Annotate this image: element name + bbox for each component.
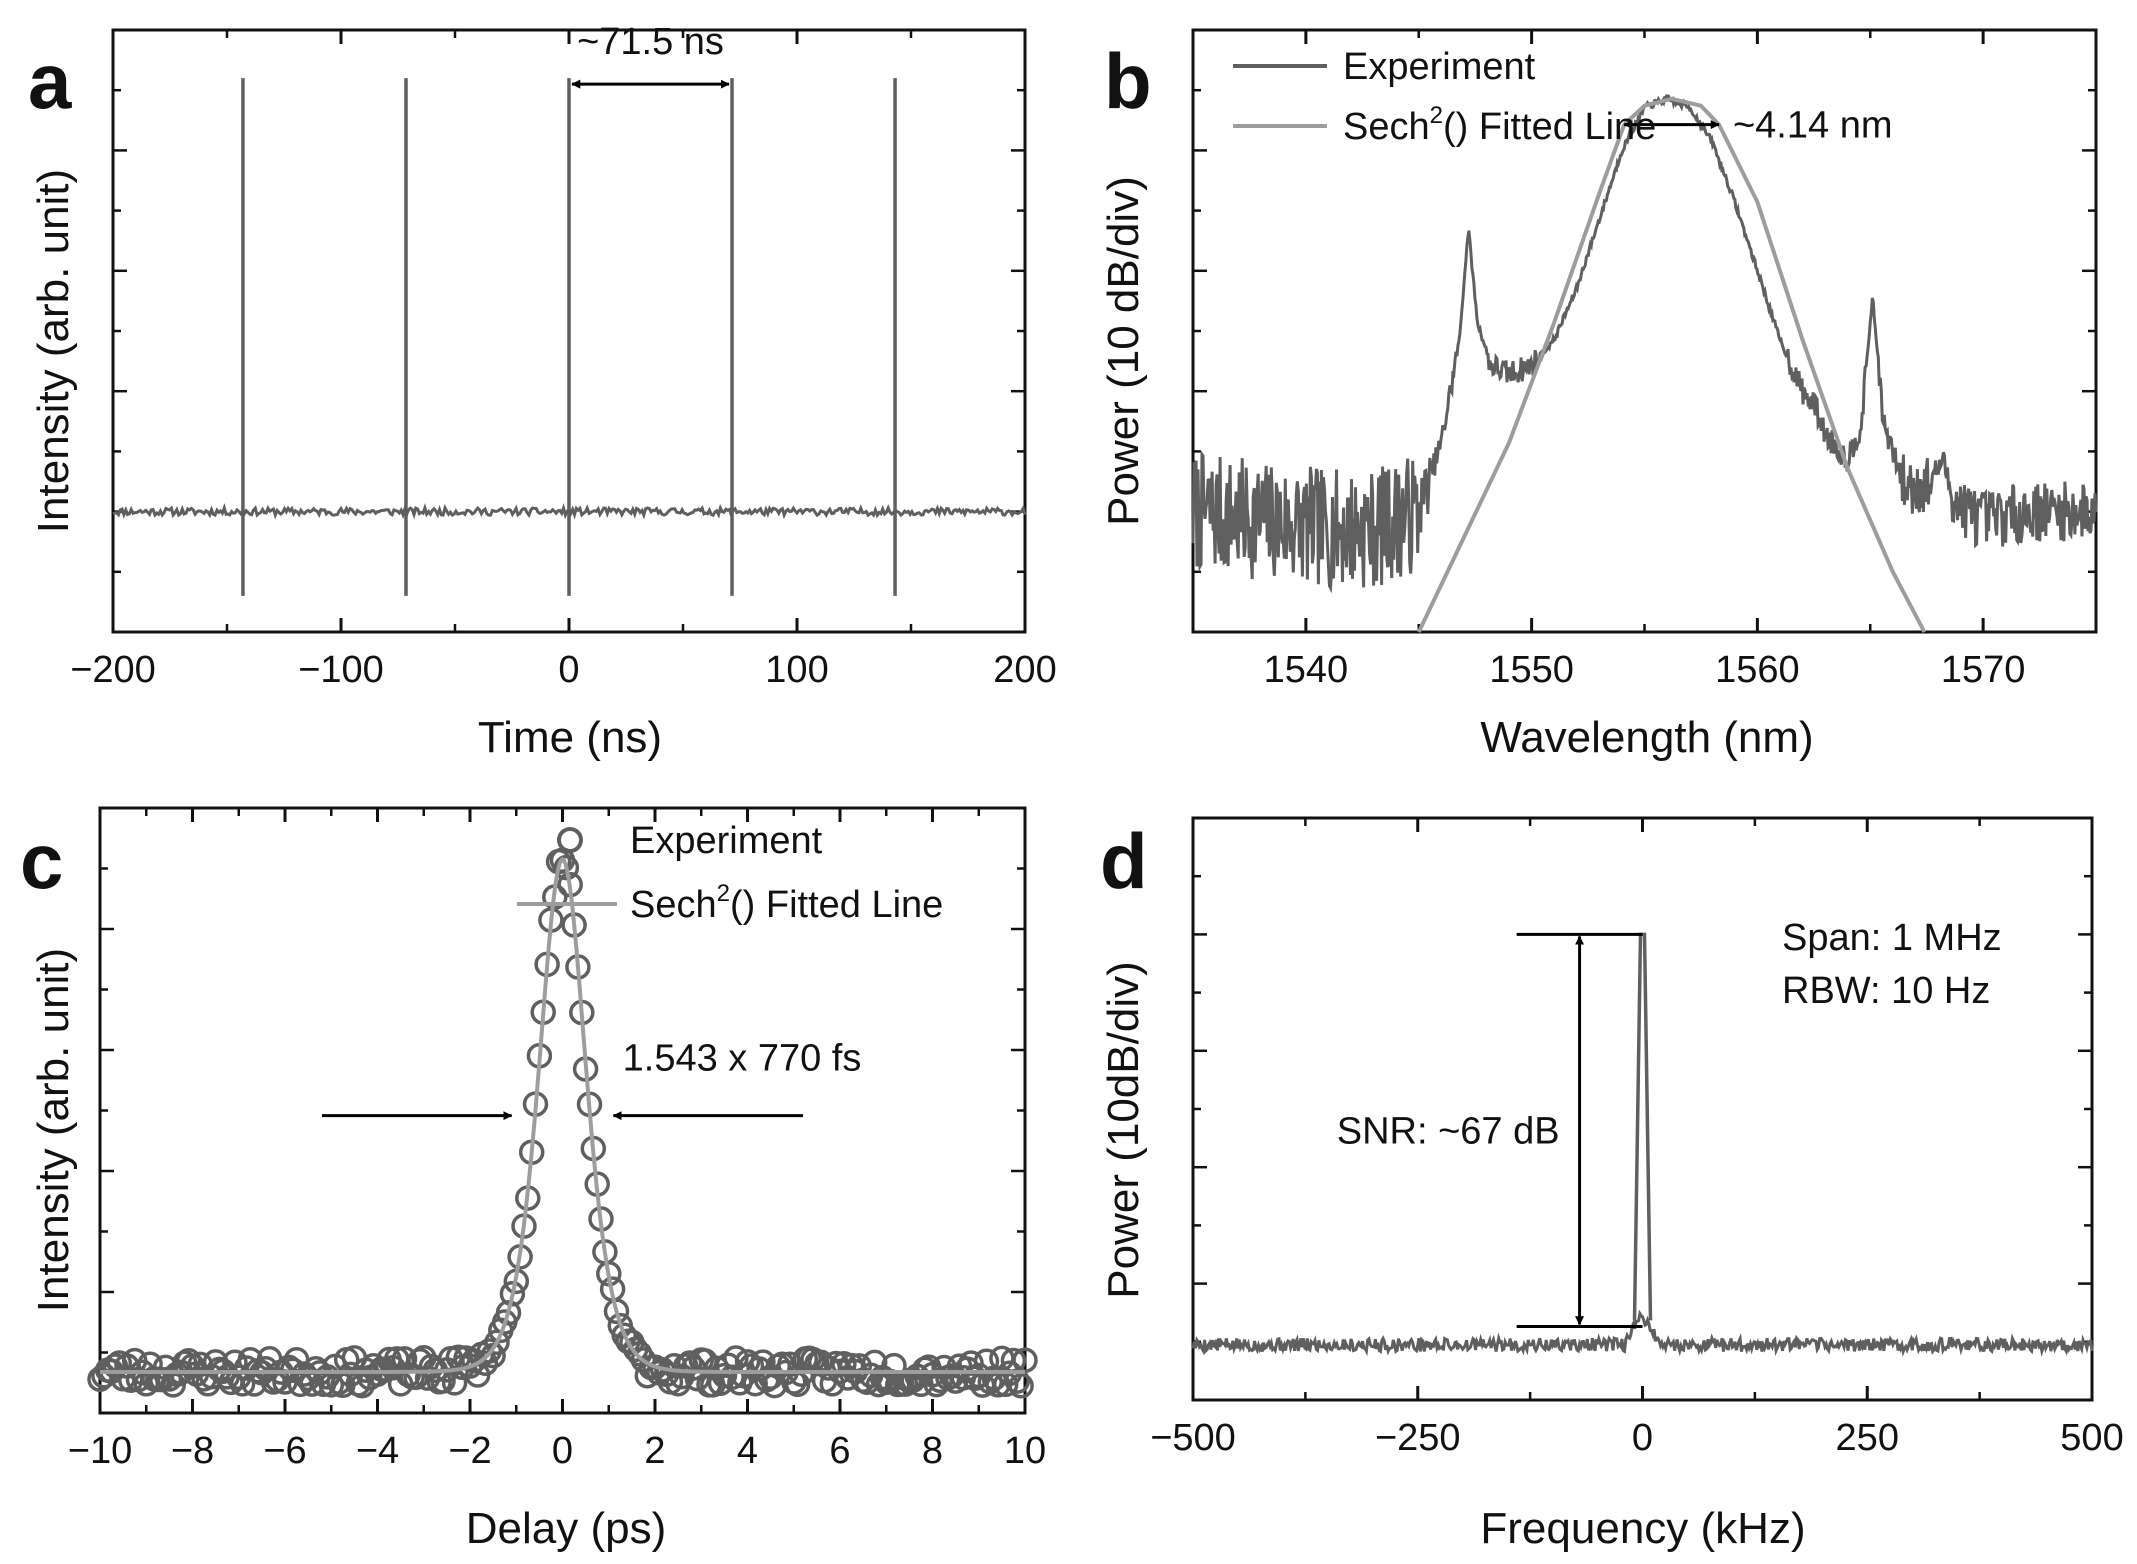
autocorrelation-point: [499, 1281, 526, 1307]
panel-d: d Power (10dB/div) Frequency (kHz) −500−…: [1099, 816, 2124, 1553]
panel-c-x-tick-label: −10: [68, 1430, 132, 1472]
panel-a-x-axis-title: Time (ns): [478, 713, 662, 762]
panel-a-x-tick-label: 0: [558, 649, 579, 691]
panel-letter-a: a: [28, 37, 72, 125]
autocorrelation-point: [495, 1300, 522, 1326]
autocorrelation-fit-line: [100, 856, 1025, 1374]
spectrum-experiment-line: [1191, 94, 2098, 594]
panel-d-plot-area: −500 −250 0 250 500: [1150, 816, 2124, 1459]
panel-c-x-tick-label: 2: [644, 1430, 665, 1472]
panel-b: b Power (10 dB/div) Wavelength (nm) 1540…: [1099, 28, 2098, 762]
panel-b-y-axis-title: Power (10 dB/div): [1099, 176, 1148, 526]
panel-b-legend-label-experiment: Experiment: [1343, 46, 1536, 88]
rbw-label: RBW: 10 Hz: [1782, 970, 1990, 1012]
panel-c-x-tick-label: −2: [448, 1430, 491, 1472]
panel-d-x-axis-title: Frequency (kHz): [1480, 1504, 1805, 1553]
panel-a: a Intensity (arb. unit) Time (ns) −200 −1…: [28, 21, 1057, 762]
panel-a-plot-area: −200 −100 0 100 200: [70, 28, 1057, 691]
spectral-width-label: ~4.14 nm: [1733, 105, 1893, 147]
panel-letter-b: b: [1104, 37, 1152, 125]
panel-c-x-tick-label: 8: [922, 1430, 943, 1472]
panel-b-x-tick-label: 1560: [1715, 649, 1800, 691]
autocorrelation-point: [480, 1342, 506, 1369]
autocorrelation-point: [958, 1350, 984, 1376]
panel-c-x-axis-title: Delay (ps): [466, 1504, 667, 1553]
spectrum-fit-line: [1416, 96, 1927, 633]
panel-c-legend-label-experiment: Experiment: [630, 820, 823, 862]
panel-d-x-tick-label: 250: [1836, 1417, 1899, 1459]
panel-b-legend: Experiment Sech2() Fitted Line: [1233, 46, 1656, 148]
panel-d-x-tick-label: −250: [1375, 1417, 1461, 1459]
panel-a-x-tick-label: 200: [993, 649, 1056, 691]
snr-label: SNR: ~67 dB: [1337, 1110, 1560, 1152]
panel-a-x-tick-label: −200: [70, 649, 156, 691]
panel-b-x-tick-label: 1570: [1941, 649, 2026, 691]
panel-b-x-tick-label: 1550: [1489, 649, 1574, 691]
rf-noise-floor-line: [1191, 1309, 2094, 1358]
autocorrelation-points: [87, 847, 1038, 1399]
panel-c-y-axis-title: Intensity (arb. unit): [29, 948, 78, 1312]
autocorrelation-point: [1008, 1373, 1034, 1399]
panel-d-x-tick-label: 500: [2060, 1417, 2123, 1459]
autocorrelation-point: [553, 854, 580, 881]
panel-letter-d: d: [1100, 817, 1148, 905]
panel-b-legend-label-fit: Sech2() Fitted Line: [1343, 102, 1656, 148]
panel-letter-c: c: [20, 817, 63, 905]
span-label: Span: 1 MHz: [1782, 917, 2002, 959]
panel-b-plot-area: 1540 1550 1560 1570: [1191, 28, 2098, 691]
panel-c-x-tick-label: 4: [737, 1430, 758, 1472]
autocorrelation-width-label: 1.543 x 770 fs: [623, 1038, 862, 1080]
autocorrelation-point: [676, 1350, 703, 1376]
panel-c-legend: Experiment Sech2() Fitted Line: [517, 820, 943, 926]
panel-c-x-tick-label: 6: [829, 1430, 850, 1472]
panel-c-legend-label-fit: Sech2() Fitted Line: [630, 880, 943, 926]
panel-b-x-tick-label: 1540: [1264, 649, 1349, 691]
panel-c-x-tick-label: 0: [552, 1430, 573, 1472]
panel-d-frame: [1191, 816, 2094, 1402]
panel-d-x-tick-label: 0: [1632, 1417, 1653, 1459]
autocorrelation-point: [603, 1298, 630, 1325]
panel-c-x-tick-label: −4: [356, 1430, 399, 1472]
rf-peak-line: [1632, 932, 1653, 1321]
panel-c-x-tick-label: −8: [171, 1430, 214, 1472]
panel-c-x-tick-label: 10: [1004, 1430, 1046, 1472]
autocorrelation-point: [962, 1365, 988, 1392]
panel-d-y-axis-title: Power (10dB/div): [1099, 961, 1148, 1298]
panel-c: c Intensity (arb. unit) Delay (ps) −10 −8…: [20, 806, 1046, 1553]
panel-c-legend-swatch-experiment: [557, 827, 583, 853]
panel-a-x-tick-label: −100: [298, 649, 384, 691]
panel-b-x-axis-title: Wavelength (nm): [1480, 713, 1813, 762]
panel-d-x-tick-label: −500: [1150, 1417, 1236, 1459]
panel-a-y-axis-title: Intensity (arb. unit): [29, 169, 78, 533]
panel-a-x-tick-label: 100: [765, 649, 828, 691]
autocorrelation-point: [276, 1354, 302, 1381]
pulse-spacing-label: ~71.5 ns: [577, 21, 724, 63]
panel-c-x-tick-label: −6: [263, 1430, 306, 1472]
panel-c-plot-area: −10 −8 −6 −4 −2 0 2 4 6 8 10: [68, 806, 1046, 1472]
